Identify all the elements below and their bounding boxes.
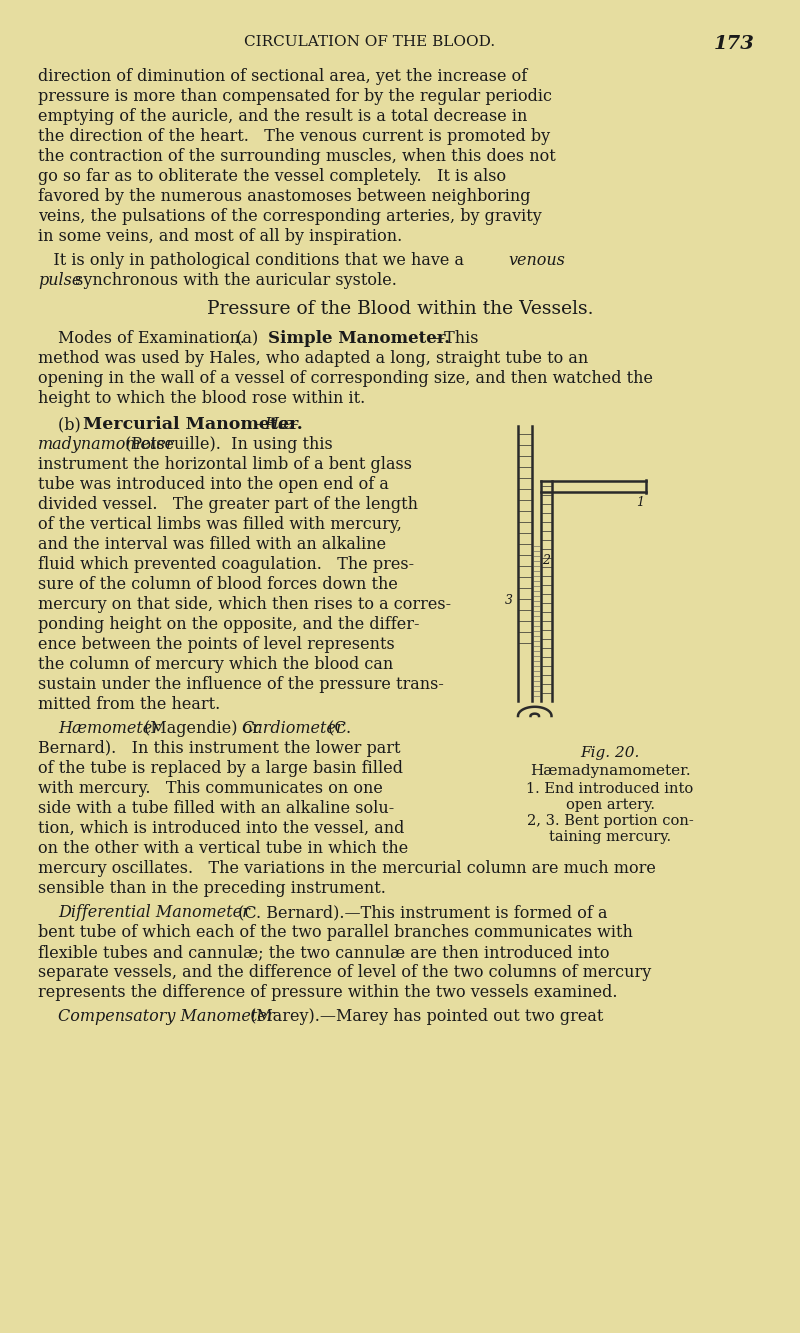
Text: 3: 3	[505, 593, 513, 607]
Text: taining mercury.: taining mercury.	[549, 830, 671, 844]
Text: madynamometer: madynamometer	[38, 436, 174, 453]
Text: represents the difference of pressure within the two vessels examined.: represents the difference of pressure wi…	[38, 984, 618, 1001]
Text: mitted from the heart.: mitted from the heart.	[38, 696, 220, 713]
Text: mercury on that side, which then rises to a corres-: mercury on that side, which then rises t…	[38, 596, 451, 613]
Text: Bernard).   In this instrument the lower part: Bernard). In this instrument the lower p…	[38, 740, 401, 757]
Text: direction of diminution of sectional area, yet the increase of: direction of diminution of sectional are…	[38, 68, 527, 85]
Text: CIRCULATION OF THE BLOOD.: CIRCULATION OF THE BLOOD.	[245, 35, 495, 49]
Text: open artery.: open artery.	[566, 798, 654, 812]
Text: 2: 2	[542, 555, 550, 568]
Text: with mercury.   This communicates on one: with mercury. This communicates on one	[38, 780, 383, 797]
Text: Simple Manometer.: Simple Manometer.	[268, 331, 450, 347]
Text: opening in the wall of a vessel of corresponding size, and then watched the: opening in the wall of a vessel of corre…	[38, 371, 653, 387]
Text: It is only in pathological conditions that we have a: It is only in pathological conditions th…	[38, 252, 469, 269]
Text: venous: venous	[508, 252, 565, 269]
Text: in some veins, and most of all by inspiration.: in some veins, and most of all by inspir…	[38, 228, 402, 245]
Text: Compensatory Manometer: Compensatory Manometer	[58, 1008, 274, 1025]
Text: sensible than in the preceding instrument.: sensible than in the preceding instrumen…	[38, 880, 386, 897]
Text: sure of the column of blood forces down the: sure of the column of blood forces down …	[38, 576, 398, 593]
Text: ponding height on the opposite, and the differ-: ponding height on the opposite, and the …	[38, 616, 419, 633]
Text: (a): (a)	[226, 331, 269, 347]
Text: —This: —This	[428, 331, 478, 347]
Text: sustain under the influence of the pressure trans-: sustain under the influence of the press…	[38, 676, 444, 693]
Text: 2, 3. Bent portion con-: 2, 3. Bent portion con-	[526, 814, 694, 828]
Text: and the interval was filled with an alkaline: and the interval was filled with an alka…	[38, 536, 386, 553]
Text: Differential Manometer: Differential Manometer	[58, 904, 250, 921]
Text: Pressure of the Blood within the Vessels.: Pressure of the Blood within the Vessels…	[206, 300, 594, 319]
Text: Hæmadynamometer.: Hæmadynamometer.	[530, 764, 690, 778]
Text: instrument the horizontal limb of a bent glass: instrument the horizontal limb of a bent…	[38, 456, 412, 473]
Text: —: —	[255, 416, 271, 433]
Text: favored by the numerous anastomoses between neighboring: favored by the numerous anastomoses betw…	[38, 188, 530, 205]
Text: Modes of Examination.: Modes of Examination.	[58, 331, 245, 347]
Text: synchronous with the auricular systole.: synchronous with the auricular systole.	[70, 272, 397, 289]
Text: (Magendie) or: (Magendie) or	[139, 720, 265, 737]
Text: pulse: pulse	[38, 272, 82, 289]
Text: fluid which prevented coagulation.   The pres-: fluid which prevented coagulation. The p…	[38, 556, 414, 573]
Text: height to which the blood rose within it.: height to which the blood rose within it…	[38, 391, 366, 407]
Text: on the other with a vertical tube in which the: on the other with a vertical tube in whi…	[38, 840, 408, 857]
Text: (C. Bernard).—This instrument is formed of a: (C. Bernard).—This instrument is formed …	[233, 904, 607, 921]
Text: (Marey).—Marey has pointed out two great: (Marey).—Marey has pointed out two great	[245, 1008, 603, 1025]
Text: 1: 1	[636, 496, 644, 509]
Text: divided vessel.   The greater part of the length: divided vessel. The greater part of the …	[38, 496, 418, 513]
Text: side with a tube filled with an alkaline solu-: side with a tube filled with an alkaline…	[38, 800, 394, 817]
Text: (C.: (C.	[323, 720, 351, 737]
Text: ence between the points of level represents: ence between the points of level represe…	[38, 636, 394, 653]
Text: veins, the pulsations of the corresponding arteries, by gravity: veins, the pulsations of the correspondi…	[38, 208, 542, 225]
Text: Mercurial Manometer.: Mercurial Manometer.	[83, 416, 302, 433]
Text: Fig. 20.: Fig. 20.	[580, 746, 640, 760]
Text: pressure is more than compensated for by the regular periodic: pressure is more than compensated for by…	[38, 88, 552, 105]
Text: tube was introduced into the open end of a: tube was introduced into the open end of…	[38, 476, 389, 493]
Text: go so far as to obliterate the vessel completely.   It is also: go so far as to obliterate the vessel co…	[38, 168, 506, 185]
Text: flexible tubes and cannulæ; the two cannulæ are then introduced into: flexible tubes and cannulæ; the two cann…	[38, 944, 610, 961]
Text: method was used by Hales, who adapted a long, straight tube to an: method was used by Hales, who adapted a …	[38, 351, 588, 367]
Text: Cardiometer: Cardiometer	[241, 720, 343, 737]
Text: the column of mercury which the blood can: the column of mercury which the blood ca…	[38, 656, 394, 673]
Text: 173: 173	[714, 35, 755, 53]
Text: the contraction of the surrounding muscles, when this does not: the contraction of the surrounding muscl…	[38, 148, 556, 165]
Text: bent tube of which each of the two parallel branches communicates with: bent tube of which each of the two paral…	[38, 924, 633, 941]
Text: (Poiseuille).  In using this: (Poiseuille). In using this	[120, 436, 333, 453]
Text: emptying of the auricle, and the result is a total decrease in: emptying of the auricle, and the result …	[38, 108, 527, 125]
Text: tion, which is introduced into the vessel, and: tion, which is introduced into the vesse…	[38, 820, 404, 837]
Text: of the vertical limbs was filled with mercury,: of the vertical limbs was filled with me…	[38, 516, 402, 533]
Text: Hæmometer: Hæmometer	[58, 720, 160, 737]
Text: Hæ-: Hæ-	[264, 416, 298, 433]
Text: of the tube is replaced by a large basin filled: of the tube is replaced by a large basin…	[38, 760, 403, 777]
Text: mercury oscillates.   The variations in the mercurial column are much more: mercury oscillates. The variations in th…	[38, 860, 656, 877]
Text: the direction of the heart.   The venous current is promoted by: the direction of the heart. The venous c…	[38, 128, 550, 145]
Text: (b): (b)	[58, 416, 86, 433]
Text: 1. End introduced into: 1. End introduced into	[526, 782, 694, 796]
Text: separate vessels, and the difference of level of the two columns of mercury: separate vessels, and the difference of …	[38, 964, 651, 981]
